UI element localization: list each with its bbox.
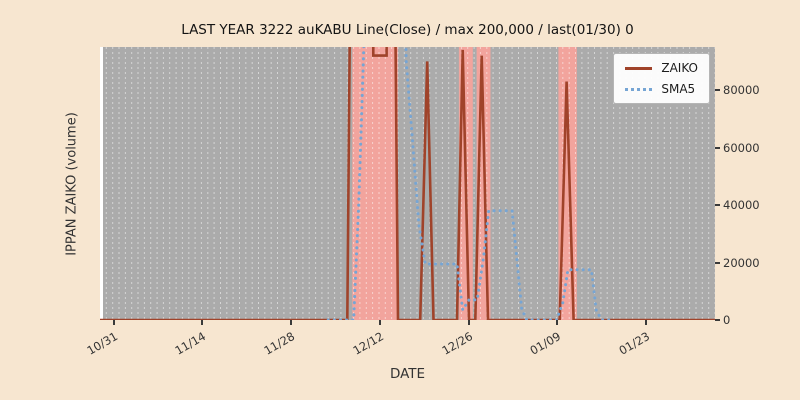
- legend-item-sma5: SMA5: [625, 83, 698, 95]
- x-tick-mark: [556, 320, 559, 325]
- y-tick-mark: [715, 89, 720, 92]
- y-tick-label: 20000: [723, 255, 760, 270]
- highlight-span: [352, 47, 398, 320]
- sma5-line-swatch: [625, 87, 653, 91]
- x-axis-label: DATE: [389, 366, 426, 382]
- plot-area: ZAIKO SMA5: [100, 47, 715, 320]
- y-tick-label: 80000: [723, 83, 760, 98]
- legend-item-zaiko: ZAIKO: [625, 62, 698, 74]
- y-tick-mark: [715, 319, 720, 321]
- y-axis-label: IPPAN ZAIKO (volume): [64, 112, 80, 256]
- x-tick-label: 12/26: [439, 329, 475, 358]
- y-tick-label: 0: [723, 313, 731, 327]
- plot-svg: [100, 47, 715, 320]
- x-tick-label: 12/12: [350, 329, 386, 358]
- y-tick-label: 60000: [723, 140, 760, 155]
- x-tick-label: 11/28: [261, 329, 298, 358]
- legend-label-sma5: SMA5: [661, 82, 696, 96]
- x-tick-mark: [378, 320, 381, 325]
- y-tick-label: 40000: [723, 198, 760, 213]
- y-tick-mark: [715, 261, 720, 264]
- x-tick-mark: [290, 320, 293, 325]
- x-tick-label: 10/31: [83, 329, 120, 358]
- x-tick-label: 01/09: [527, 329, 564, 358]
- legend: ZAIKO SMA5: [613, 53, 710, 104]
- legend-label-zaiko: ZAIKO: [661, 61, 698, 75]
- x-tick-mark: [645, 320, 648, 325]
- series-line-zaiko: [100, 47, 715, 320]
- y-tick-mark: [715, 204, 720, 207]
- x-tick-label: 01/23: [616, 329, 653, 358]
- y-tick-mark: [715, 146, 720, 149]
- x-tick-mark: [112, 320, 115, 325]
- x-tick-mark: [201, 320, 204, 325]
- x-tick-mark: [467, 320, 470, 325]
- x-tick-label: 11/14: [172, 329, 209, 358]
- chart-title: LAST YEAR 3222 auKABU Line(Close) / max …: [181, 22, 634, 38]
- zaiko-line-swatch: [625, 66, 653, 70]
